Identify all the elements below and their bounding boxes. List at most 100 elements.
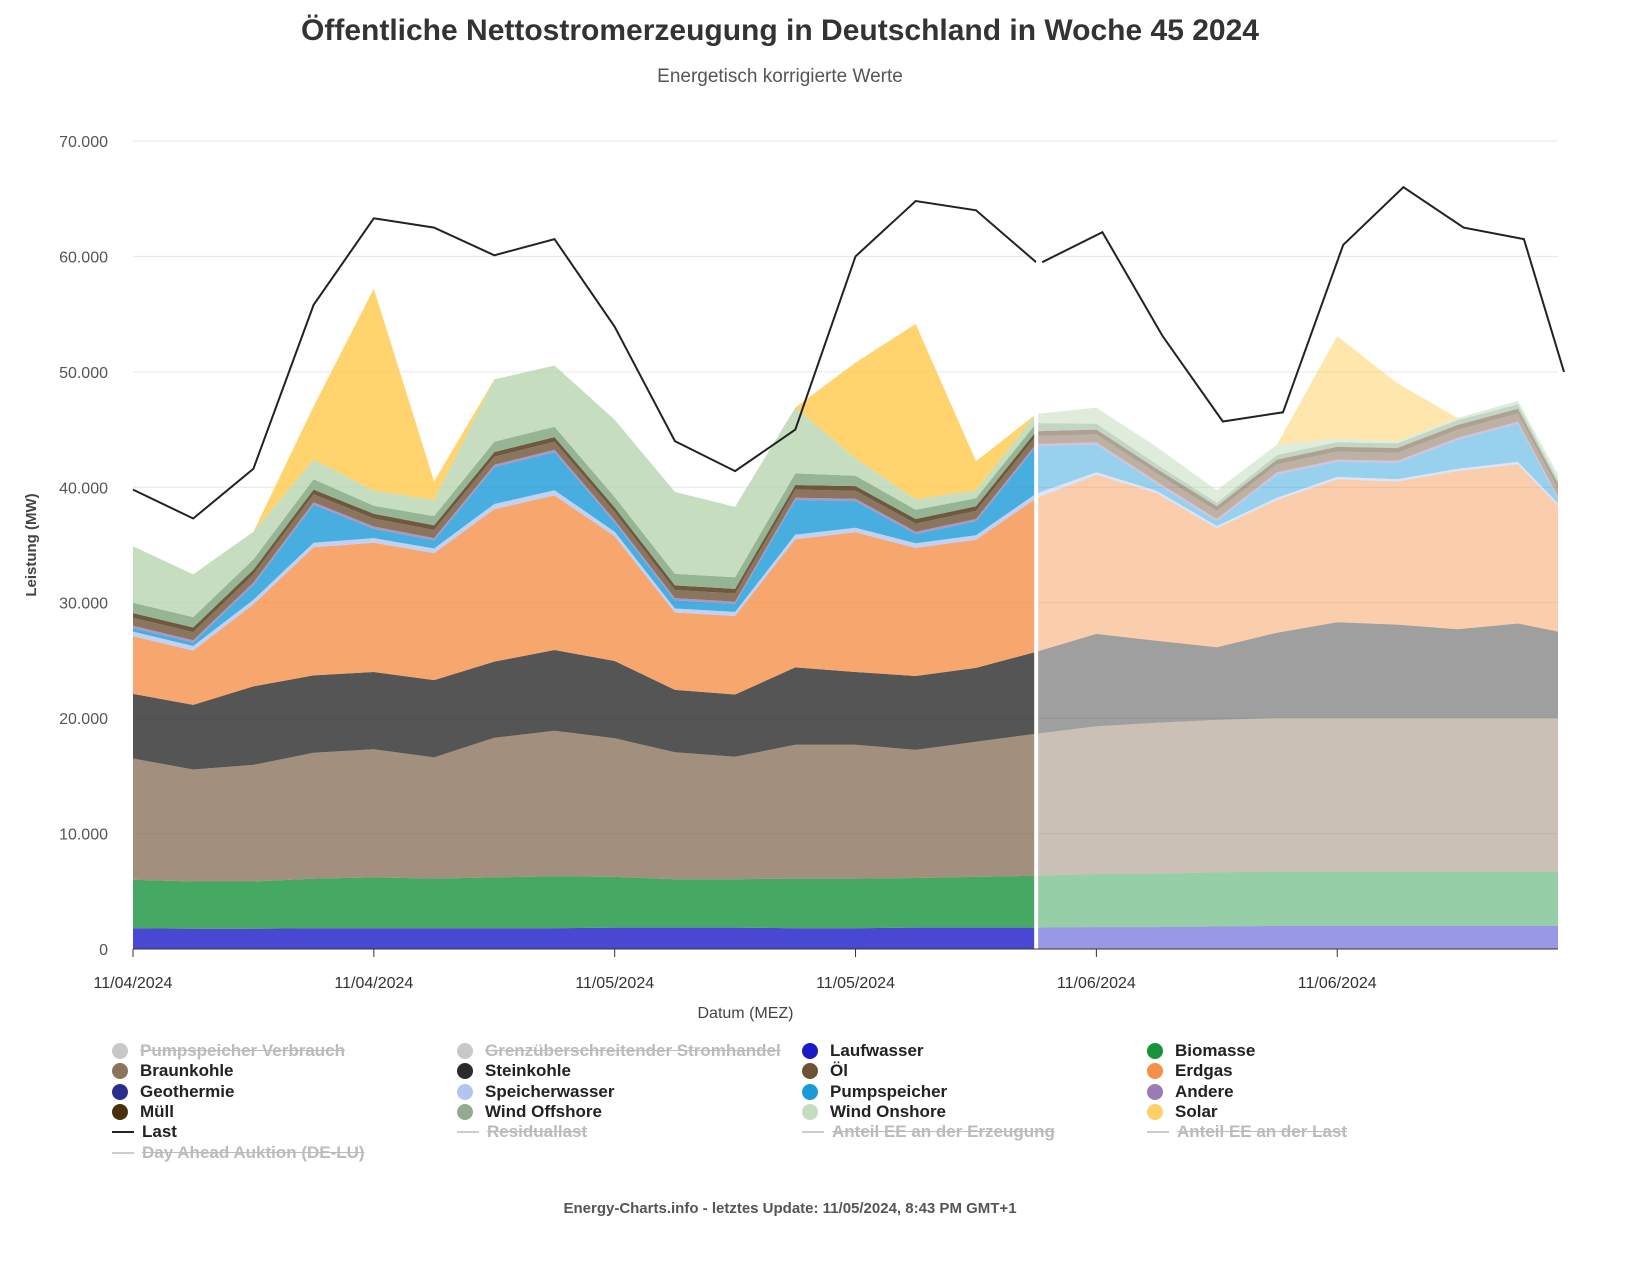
- legend-item-braunkohle[interactable]: Braunkohle: [112, 1060, 234, 1082]
- legend-label: Day Ahead Auktion (DE-LU): [142, 1142, 365, 1162]
- legend-item-steinkohle[interactable]: Steinkohle: [457, 1060, 571, 1082]
- area-biomasse: [133, 875, 1037, 929]
- y-axis-title: Leistung (MW): [23, 493, 40, 596]
- legend-item-day-ahead-auktion-de-lu[interactable]: Day Ahead Auktion (DE-LU): [112, 1142, 365, 1164]
- legend-dot-symbol: [802, 1103, 818, 1120]
- area-solar-forecast: [1036, 336, 1558, 491]
- legend-label: Braunkohle: [140, 1061, 234, 1081]
- legend-label: Pumpspeicher: [830, 1081, 948, 1101]
- legend-item-anteil-ee-an-der-erzeugung[interactable]: Anteil EE an der Erzeugung: [802, 1121, 1055, 1143]
- area-solar: [133, 288, 1037, 575]
- legend-item-wind-onshore[interactable]: Wind Onshore: [802, 1101, 946, 1123]
- legend-dot-symbol: [1147, 1043, 1163, 1059]
- legend-line-symbol: [457, 1131, 479, 1134]
- chart-title: Öffentliche Nettostromerzeugung in Deuts…: [301, 14, 1259, 47]
- legend-line-symbol: [802, 1131, 824, 1134]
- legend-label: Solar: [1175, 1101, 1218, 1121]
- legend-label: Residuallast: [487, 1122, 588, 1142]
- footer-credit: Energy-Charts.info - letztes Update: 11/…: [563, 1200, 1017, 1217]
- legend-label: Wind Onshore: [830, 1101, 947, 1121]
- x-axis-title: Datum (MEZ): [698, 1005, 794, 1022]
- legend-line-symbol: [1147, 1131, 1169, 1134]
- legend-item-wind-offshore[interactable]: Wind Offshore: [457, 1101, 602, 1123]
- y-tick-label: 40.000: [59, 480, 108, 497]
- legend-dot-symbol: [457, 1043, 473, 1059]
- legend-item-laufwasser[interactable]: Laufwasser: [802, 1040, 924, 1062]
- legend-label: Erdgas: [1175, 1061, 1233, 1081]
- legend-item-pumpspeicher[interactable]: Pumpspeicher: [802, 1081, 947, 1103]
- x-tick-label: 11/05/2024: [816, 975, 895, 992]
- area-andere-forecast: [1036, 421, 1558, 522]
- legend-line-symbol: [112, 1151, 134, 1154]
- load-line-forecast: [1041, 185, 1565, 423]
- legend-label: Last: [142, 1122, 177, 1142]
- x-tick-label: 11/05/2024: [575, 975, 654, 992]
- legend-item-speicherwasser[interactable]: Speicherwasser: [457, 1081, 614, 1103]
- y-tick-label: 70.000: [59, 134, 108, 151]
- x-tick-label: 11/06/2024: [1057, 975, 1136, 992]
- y-tick-label: 10.000: [59, 827, 108, 844]
- chart-subtitle: Energetisch korrigierte Werte: [657, 66, 903, 87]
- legend-item-biomasse[interactable]: Biomasse: [1147, 1040, 1255, 1062]
- legend-line-symbol: [112, 1131, 134, 1134]
- legend-label: Pumpspeicher Verbrauch: [140, 1041, 346, 1060]
- legend-label: Wind Offshore: [485, 1101, 602, 1121]
- legend-dot-symbol: [1147, 1103, 1163, 1120]
- legend-dot-symbol: [802, 1083, 818, 1100]
- legend-dot-symbol: [457, 1083, 473, 1100]
- legend-dot-symbol: [802, 1043, 818, 1059]
- legend-dot-symbol: [802, 1063, 818, 1080]
- area-laufwasser-forecast: [1036, 925, 1558, 949]
- legend-dot-symbol: [1147, 1063, 1163, 1080]
- x-tick-label: 11/06/2024: [1298, 975, 1377, 992]
- legend-item-muell[interactable]: Müll: [112, 1101, 174, 1123]
- legend-label: Steinkohle: [485, 1061, 571, 1081]
- legend-dot-symbol: [457, 1103, 473, 1120]
- legend-label: Anteil EE an der Erzeugung: [832, 1122, 1055, 1142]
- legend-item-erdgas[interactable]: Erdgas: [1147, 1060, 1233, 1082]
- load-line: [132, 199, 1037, 520]
- legend-item-residuallast[interactable]: Residuallast: [457, 1121, 587, 1143]
- area-wind-offshore: [133, 423, 1037, 628]
- area-muell-forecast: [1036, 408, 1558, 511]
- y-tick-label: 50.000: [59, 365, 108, 382]
- legend-dot-symbol: [112, 1083, 128, 1100]
- legend-item-anteil-ee-an-der-last[interactable]: Anteil EE an der Last: [1147, 1121, 1347, 1143]
- area-wind-onshore: [133, 365, 1037, 618]
- area-laufwasser: [133, 927, 1037, 949]
- area-wind-onshore-forecast: [1036, 400, 1558, 503]
- area-wind-offshore-forecast: [1036, 404, 1558, 507]
- legend-label: Anteil EE an der Last: [1177, 1122, 1348, 1142]
- legend-label: Öl: [830, 1061, 848, 1081]
- legend-item-oel[interactable]: Öl: [802, 1060, 848, 1082]
- legend-label: Geothermie: [140, 1081, 235, 1101]
- area-braunkohle: [133, 730, 1037, 882]
- legend-item-last[interactable]: Last: [112, 1121, 177, 1143]
- legend-item-grenzueberschreitender-stromhandel[interactable]: Grenzüberschreitender Stromhandel: [457, 1040, 781, 1062]
- legend-label: Müll: [140, 1101, 174, 1121]
- area-pumpspeicher-forecast: [1036, 423, 1558, 526]
- legend-item-geothermie[interactable]: Geothermie: [112, 1081, 234, 1103]
- area-braunkohle-forecast: [1036, 718, 1558, 876]
- legend-label: Laufwasser: [830, 1041, 924, 1060]
- legend-dot-symbol: [457, 1063, 473, 1080]
- area-erdgas-forecast: [1036, 464, 1558, 652]
- x-tick-label: 11/04/2024: [94, 975, 173, 992]
- legend-item-andere[interactable]: Andere: [1147, 1081, 1234, 1103]
- y-tick-label: 0: [99, 942, 108, 959]
- y-tick-label: 60.000: [59, 249, 108, 266]
- legend-label: Biomasse: [1175, 1041, 1256, 1060]
- legend-dot-symbol: [1147, 1083, 1163, 1100]
- legend-dot-symbol: [112, 1103, 128, 1120]
- y-tick-label: 30.000: [59, 596, 108, 613]
- y-tick-label: 20.000: [59, 711, 108, 728]
- legend-item-solar[interactable]: Solar: [1147, 1101, 1218, 1123]
- area-steinkohle: [133, 650, 1037, 770]
- area-oel-forecast: [1036, 413, 1558, 519]
- x-tick-label: 11/04/2024: [334, 975, 413, 992]
- legend-dot-symbol: [112, 1063, 128, 1080]
- chart-plot: 0 10.000 20.000 30.000 40.000 50.000 60.000 70.…: [23, 134, 1565, 1022]
- legend-item-pumpspeicher-verbrauch[interactable]: Pumpspeicher Verbrauch: [112, 1040, 345, 1062]
- legend-label: Speicherwasser: [485, 1081, 615, 1101]
- area-steinkohle-forecast: [1036, 622, 1558, 734]
